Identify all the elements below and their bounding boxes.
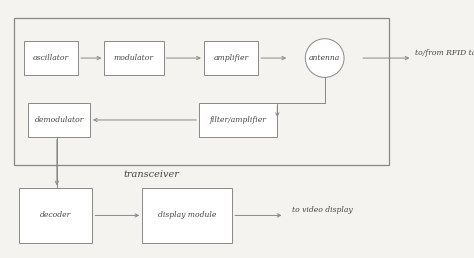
Bar	[28, 103, 90, 137]
Circle shape	[305, 39, 344, 77]
Text: amplifier: amplifier	[213, 54, 249, 62]
Text: to/from RFID tag: to/from RFID tag	[415, 49, 474, 57]
Text: display module: display module	[158, 211, 217, 220]
Text: modulator: modulator	[114, 54, 154, 62]
Bar	[104, 41, 164, 75]
Bar	[14, 18, 389, 165]
Bar	[142, 188, 232, 243]
Text: antenna: antenna	[309, 54, 340, 62]
Text: oscillator: oscillator	[33, 54, 69, 62]
Text: to video display: to video display	[292, 206, 352, 214]
Text: demodulator: demodulator	[35, 116, 84, 124]
Bar	[199, 103, 277, 137]
Text: transceiver: transceiver	[124, 170, 180, 179]
Bar	[204, 41, 258, 75]
Bar	[24, 41, 78, 75]
Text: decoder: decoder	[40, 211, 71, 220]
Bar	[19, 188, 92, 243]
Text: filter/amplifier: filter/amplifier	[210, 116, 266, 124]
